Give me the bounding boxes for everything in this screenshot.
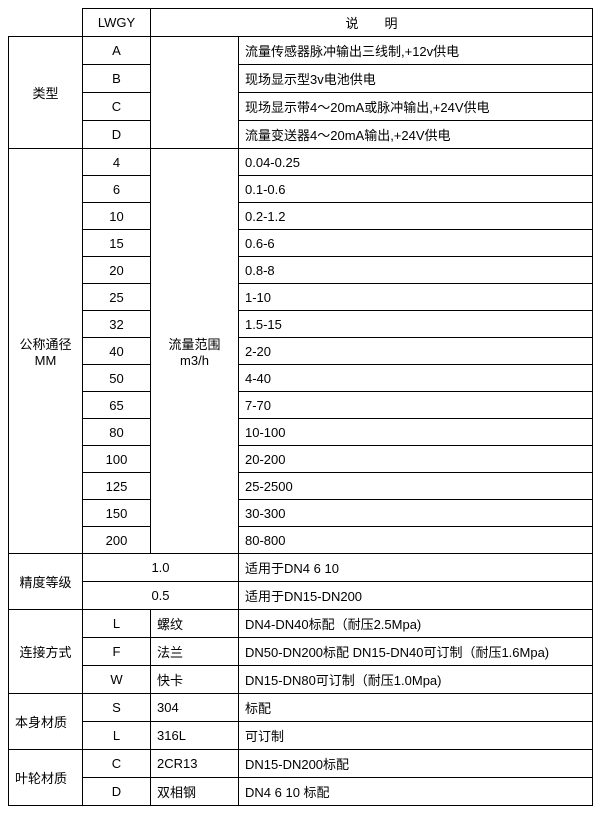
dn-val: 2-20: [239, 338, 593, 365]
impeller-material-desc: DN15-DN200标配: [239, 750, 593, 778]
dn-code: 125: [83, 473, 151, 500]
body-material-code: L: [83, 722, 151, 750]
connection-name: 法兰: [151, 638, 239, 666]
dn-val: 1-10: [239, 284, 593, 311]
accuracy-desc: 适用于DN15-DN200: [239, 582, 593, 610]
dn-code: 80: [83, 419, 151, 446]
dn-val: 20-200: [239, 446, 593, 473]
impeller-material-code: D: [83, 778, 151, 806]
dn-label-line2: MM: [35, 353, 57, 368]
impeller-material-desc: DN4 6 10 标配: [239, 778, 593, 806]
dn-val: 7-70: [239, 392, 593, 419]
dn-range-line1: 流量范围: [168, 337, 220, 352]
type-desc: 流量传感器脉冲输出三线制,+12v供电: [239, 37, 593, 65]
dn-val: 0.1-0.6: [239, 176, 593, 203]
dn-val: 80-800: [239, 527, 593, 554]
spec-table: LWGY 说 明 类型 A 流量传感器脉冲输出三线制,+12v供电 B 现场显示…: [8, 8, 593, 806]
body-material-name: 316L: [151, 722, 239, 750]
dn-code: 25: [83, 284, 151, 311]
type-code: A: [83, 37, 151, 65]
dn-val: 0.2-1.2: [239, 203, 593, 230]
blank-cell: [9, 9, 83, 37]
dn-val: 1.5-15: [239, 311, 593, 338]
connection-label: 连接方式: [9, 610, 83, 694]
body-material-desc: 可订制: [239, 722, 593, 750]
dn-val: 10-100: [239, 419, 593, 446]
accuracy-grade: 1.0: [83, 554, 239, 582]
connection-desc: DN15-DN80可订制（耐压1.0Mpa): [239, 666, 593, 694]
connection-name: 螺纹: [151, 610, 239, 638]
dn-label-line1: 公称通径: [19, 337, 71, 352]
dn-val: 30-300: [239, 500, 593, 527]
dn-range-line2: m3/h: [180, 353, 209, 368]
type-desc: 流量变送器4～20mA输出,+24V供电: [239, 121, 593, 149]
dn-code: 6: [83, 176, 151, 203]
type-code: B: [83, 65, 151, 93]
dn-code: 10: [83, 203, 151, 230]
accuracy-desc: 适用于DN4 6 10: [239, 554, 593, 582]
connection-name: 快卡: [151, 666, 239, 694]
body-material-code: S: [83, 694, 151, 722]
type-desc: 现场显示带4～20mA或脉冲输出,+24V供电: [239, 93, 593, 121]
type-code: D: [83, 121, 151, 149]
dn-label: 公称通径 MM: [9, 149, 83, 554]
accuracy-grade: 0.5: [83, 582, 239, 610]
body-material-desc: 标配: [239, 694, 593, 722]
connection-desc: DN50-DN200标配 DN15-DN40可订制（耐压1.6Mpa): [239, 638, 593, 666]
dn-code: 65: [83, 392, 151, 419]
connection-code: F: [83, 638, 151, 666]
dn-val: 0.6-6: [239, 230, 593, 257]
connection-desc: DN4-DN40标配（耐压2.5Mpa): [239, 610, 593, 638]
body-material-label: 本身材质: [9, 694, 83, 750]
dn-code: 4: [83, 149, 151, 176]
dn-code: 40: [83, 338, 151, 365]
dn-range-label: 流量范围 m3/h: [151, 149, 239, 554]
impeller-material-name: 双相钢: [151, 778, 239, 806]
dn-code: 32: [83, 311, 151, 338]
impeller-material-name: 2CR13: [151, 750, 239, 778]
dn-code: 50: [83, 365, 151, 392]
connection-code: W: [83, 666, 151, 694]
dn-val: 0.04-0.25: [239, 149, 593, 176]
type-blank: [151, 37, 239, 149]
impeller-material-label: 叶轮材质: [9, 750, 83, 806]
dn-code: 15: [83, 230, 151, 257]
accuracy-label: 精度等级: [9, 554, 83, 610]
type-label: 类型: [9, 37, 83, 149]
header-desc-label: 说 明: [151, 9, 593, 37]
dn-val: 25-2500: [239, 473, 593, 500]
impeller-material-code: C: [83, 750, 151, 778]
header-code: LWGY: [83, 9, 151, 37]
type-desc: 现场显示型3v电池供电: [239, 65, 593, 93]
dn-code: 200: [83, 527, 151, 554]
dn-code: 100: [83, 446, 151, 473]
dn-val: 0.8-8: [239, 257, 593, 284]
dn-code: 20: [83, 257, 151, 284]
dn-val: 4-40: [239, 365, 593, 392]
type-code: C: [83, 93, 151, 121]
dn-code: 150: [83, 500, 151, 527]
connection-code: L: [83, 610, 151, 638]
body-material-name: 304: [151, 694, 239, 722]
